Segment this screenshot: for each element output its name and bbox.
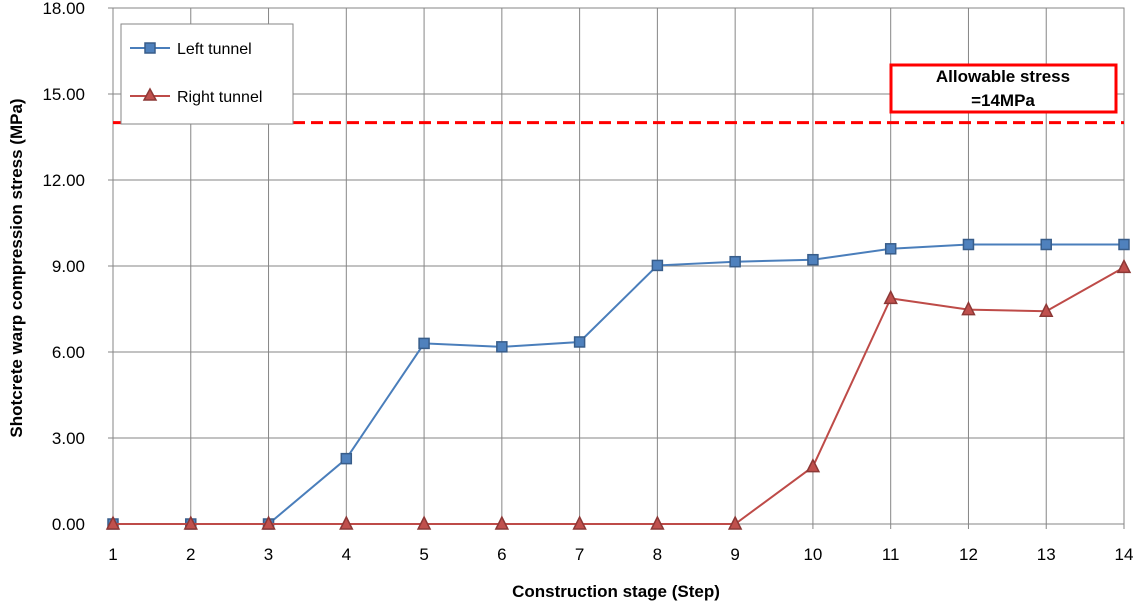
x-tick-label: 1 [108, 545, 117, 564]
annotation-line-1: Allowable stress [936, 67, 1070, 86]
data-point-left-tunnel [807, 253, 819, 266]
legend-box [120, 23, 294, 125]
data-point-right-tunnel [261, 515, 276, 530]
data-point-right-tunnel [416, 515, 432, 530]
data-point-right-tunnel [494, 515, 510, 530]
data-point-left-tunnel [651, 259, 664, 272]
x-tick-label: 8 [653, 545, 662, 564]
data-point-left-tunnel [1040, 238, 1052, 251]
y-tick-label: 0.00 [52, 515, 85, 534]
x-tick-label: 14 [1115, 545, 1134, 564]
data-point-right-tunnel [961, 300, 976, 316]
series-line-left-tunnel [113, 243, 1124, 525]
y-tick-label: 9.00 [52, 257, 85, 276]
x-tick-label: 7 [575, 545, 584, 564]
legend-marker-right-tunnel [142, 87, 158, 101]
legend-label-right-tunnel: Right tunnel [177, 89, 262, 106]
data-point-right-tunnel [1039, 302, 1054, 318]
data-point-left-tunnel [729, 255, 741, 268]
legend-marker-left-tunnel [144, 42, 156, 54]
data-point-left-tunnel [573, 336, 586, 348]
x-tick-label: 12 [959, 545, 978, 564]
y-tick-label: 3.00 [52, 429, 85, 448]
data-point-right-tunnel [572, 515, 587, 530]
data-point-right-tunnel [1116, 258, 1132, 274]
y-tick-label: 12.00 [42, 171, 85, 190]
x-tick-label: 10 [803, 545, 822, 564]
data-point-right-tunnel [727, 515, 743, 530]
data-point-left-tunnel [1118, 238, 1130, 251]
data-point-left-tunnel [962, 238, 975, 251]
series-line-right-tunnel [113, 266, 1125, 525]
legend-label-left-tunnel: Left tunnel [177, 41, 252, 58]
data-point-right-tunnel [650, 515, 665, 530]
legend: Left tunnel Right tunnel [120, 23, 294, 125]
x-axis-title: Construction stage (Step) [512, 582, 720, 601]
x-tick-label: 2 [186, 545, 195, 564]
allowable-stress-annotation: Allowable stress =14MPa [889, 63, 1118, 114]
data-point-left-tunnel [340, 452, 353, 465]
y-tick-label: 15.00 [42, 85, 85, 104]
data-point-right-tunnel [105, 515, 121, 530]
y-tick-label: 6.00 [52, 343, 85, 362]
x-tick-label: 5 [419, 545, 428, 564]
annotation-line-2: =14MPa [971, 91, 1035, 110]
data-point-left-tunnel [496, 341, 508, 353]
data-point-right-tunnel [339, 515, 354, 530]
y-tick-label: 18.00 [42, 0, 85, 18]
x-tick-label: 11 [882, 545, 900, 564]
data-point-right-tunnel [183, 515, 198, 530]
tick-labels: 1 2 3 4 5 6 7 8 9 10 11 12 13 140.003.006.009.0012.00… [42, 0, 1133, 564]
data-point-left-tunnel [418, 337, 430, 350]
y-axis-title: Shotcrete warp compression stress (MPa) [7, 98, 26, 437]
x-tick-label: 4 [342, 545, 351, 564]
data-point-right-tunnel [805, 457, 821, 473]
data-point-right-tunnel [883, 289, 898, 305]
series-group [105, 238, 1132, 530]
x-tick-label: 6 [497, 545, 506, 564]
x-tick-label: 13 [1037, 545, 1056, 564]
data-point-left-tunnel [884, 243, 897, 255]
annotation-box [889, 63, 1118, 114]
x-tick-label: 3 [264, 545, 273, 564]
x-tick-label: 9 [730, 545, 739, 564]
